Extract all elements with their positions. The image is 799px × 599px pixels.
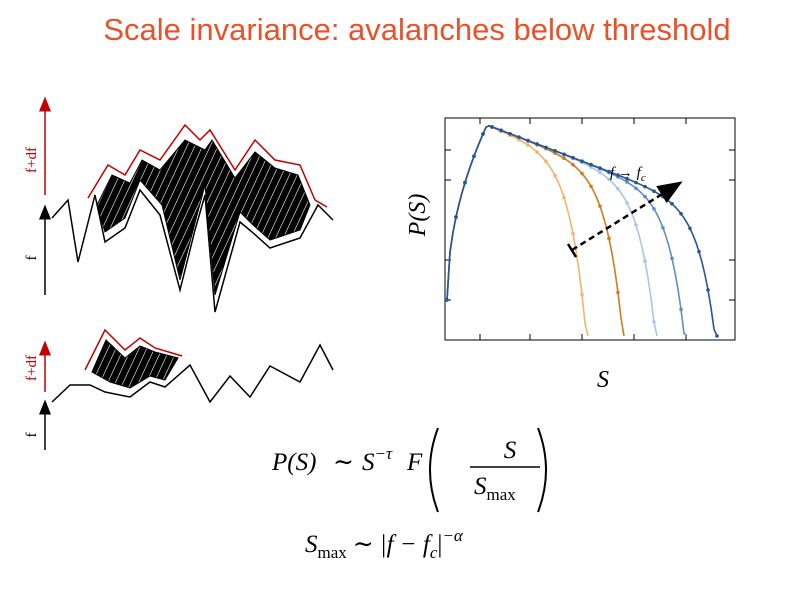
- curve-point: [625, 176, 629, 181]
- curve-point: [679, 211, 683, 216]
- eq2-exponent: −α: [442, 526, 463, 545]
- curve-point: [715, 334, 719, 338]
- curve: [446, 124, 658, 337]
- curve-point: [571, 231, 575, 236]
- curve-point: [679, 307, 683, 312]
- curve: [446, 124, 688, 337]
- curve-point: [607, 236, 611, 241]
- eq-function: F: [406, 449, 423, 476]
- curve-point: [544, 159, 548, 164]
- curve: [446, 125, 589, 337]
- curve-point: [463, 180, 467, 185]
- curve-point: [580, 171, 584, 176]
- plot: [444, 117, 736, 341]
- curve-point: [454, 215, 458, 219]
- eq-denominator: Smax: [474, 473, 516, 504]
- curve-point: [472, 154, 476, 159]
- annotation-main: f → f: [610, 165, 643, 181]
- curve-point: [625, 180, 629, 184]
- equation-1: P(S) ∼ S−τ F S Smax: [271, 427, 547, 513]
- curve-point: [508, 131, 512, 136]
- curve-point: [652, 207, 656, 211]
- eq-exponent: −τ: [375, 444, 393, 463]
- equation-2: Smax ∼ |f − fc|−α: [305, 526, 464, 562]
- curve-point: [562, 152, 566, 157]
- curve-point: [598, 204, 602, 208]
- curve-point: [643, 184, 647, 189]
- annotation: f → fc: [610, 165, 646, 184]
- curve-point: [562, 156, 566, 161]
- curve-point: [517, 135, 521, 139]
- curve-point: [607, 169, 611, 174]
- annotation-sub: c: [641, 172, 646, 184]
- curve-point: [499, 128, 503, 133]
- upper-level-label: f+df: [24, 355, 40, 381]
- curve-point: [571, 162, 575, 167]
- curve-point: [706, 288, 710, 292]
- eq2: Smax ∼ |f − fc|−α: [305, 526, 464, 562]
- curve-point: [688, 226, 692, 231]
- curve: [446, 124, 718, 337]
- lower-level-label: f: [24, 256, 40, 261]
- eq2-relation: ∼: [353, 531, 374, 558]
- curve-point: [670, 256, 674, 261]
- curve-point: [526, 138, 530, 143]
- curve-point: [643, 194, 647, 199]
- curve-point: [643, 259, 647, 263]
- curve-point: [535, 150, 539, 154]
- trend-arrow-cap: [566, 243, 578, 258]
- eq-den-sub: max: [487, 485, 517, 504]
- eq-den-text: S: [474, 473, 487, 500]
- curve-point: [553, 173, 557, 178]
- curve-point: [625, 201, 629, 205]
- curve-point: [445, 298, 449, 302]
- curve-point: [652, 189, 656, 194]
- eq-numerator: S: [504, 437, 517, 464]
- curve-point: [670, 202, 674, 206]
- curve-point: [580, 159, 584, 163]
- curve-point: [589, 184, 593, 189]
- curve-point: [598, 166, 602, 170]
- eq-base: S−τ: [362, 444, 393, 476]
- curve-point: [697, 249, 701, 254]
- slide-title: Scale invariance: avalanches below thres…: [103, 12, 730, 47]
- curve-point: [535, 142, 539, 146]
- eq-relation: ∼: [333, 449, 354, 476]
- top-diagram: f+df f: [24, 96, 334, 313]
- eq2-lhs: S: [305, 531, 318, 558]
- curve-point: [571, 155, 575, 160]
- eq2-close: |: [437, 531, 442, 558]
- curve-point: [526, 143, 530, 147]
- upper-level-label: f+df: [24, 147, 40, 173]
- x-axis-label: S: [597, 367, 609, 393]
- curve-point: [616, 290, 620, 295]
- eq2-lhs-sub: max: [318, 543, 348, 562]
- curve-point: [481, 132, 485, 136]
- curve-point: [580, 292, 584, 297]
- lower-level-label: f: [24, 433, 40, 438]
- curve-point: [562, 195, 566, 200]
- curve-point: [634, 186, 638, 191]
- trend-arrow: [571, 181, 683, 252]
- curve-point: [661, 225, 665, 230]
- curve-point: [589, 162, 593, 167]
- eq-lhs: P(S): [271, 449, 316, 476]
- curve-point: [634, 223, 638, 227]
- curve-point: [616, 173, 620, 177]
- eq2-body: |f − f: [380, 531, 433, 558]
- curve-point: [607, 177, 611, 182]
- y-axis-label: P(S): [405, 194, 431, 238]
- eq2-body-sub: c: [430, 543, 438, 562]
- curve-point: [652, 320, 656, 324]
- curve-point: [490, 125, 494, 129]
- eq-base-text: S: [362, 449, 375, 476]
- curve-point: [553, 149, 557, 153]
- curve-point: [634, 180, 638, 185]
- curve-point: [598, 170, 602, 175]
- curve-point: [616, 187, 620, 191]
- bottom-diagram: f+df f: [24, 328, 334, 450]
- curve-point: [544, 145, 548, 150]
